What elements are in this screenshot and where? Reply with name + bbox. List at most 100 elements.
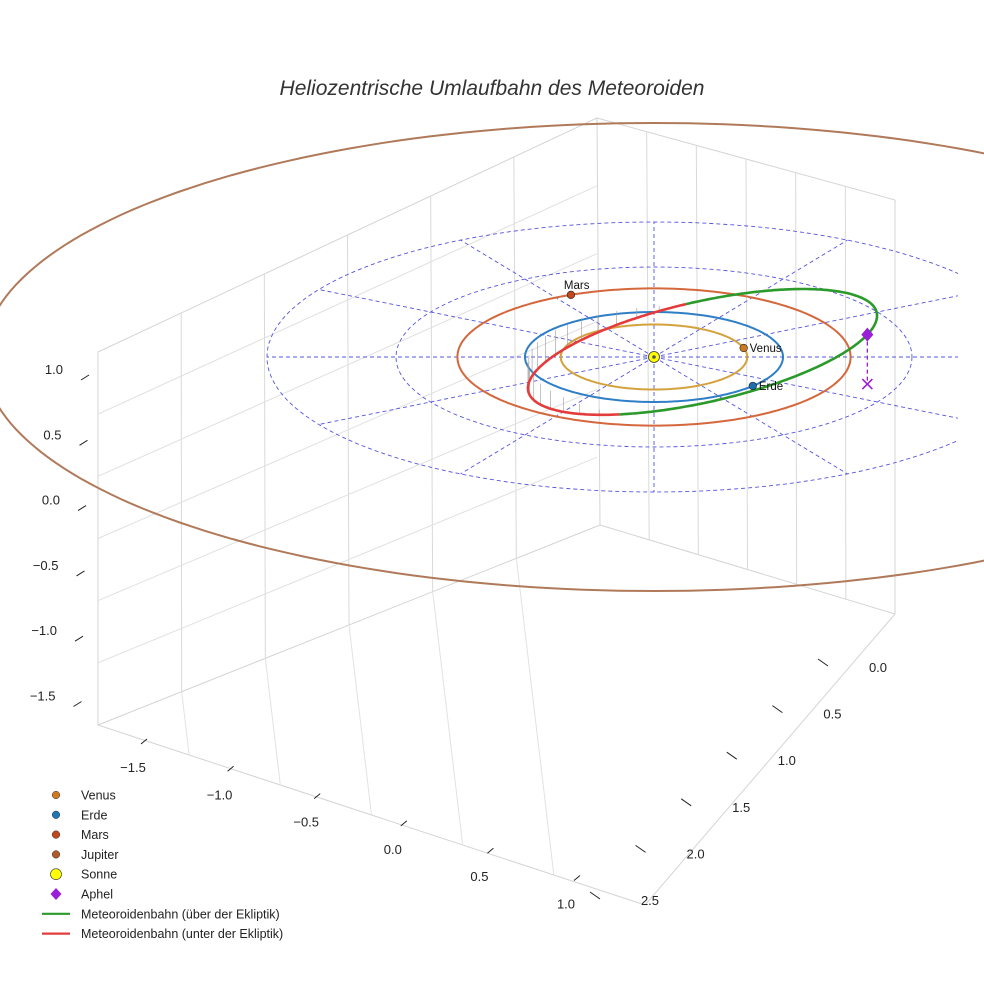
box-grid-line xyxy=(795,172,798,585)
legend-marker xyxy=(50,868,62,881)
legend-label: Venus xyxy=(81,789,116,803)
orbit-erde xyxy=(524,311,784,403)
x-tick-label: −1.5 xyxy=(120,760,146,775)
x-tick-mark xyxy=(227,765,234,772)
y-tick-mark xyxy=(635,844,646,853)
ecliptic-spoke xyxy=(653,295,958,358)
legend: Venus Erde Mars Jupiter Sonne Aphel Meteoroide… xyxy=(42,789,283,941)
label-mars: Mars xyxy=(564,280,590,292)
x-tick-mark xyxy=(140,738,148,745)
y-tick-label: 2.5 xyxy=(641,893,659,908)
box-grid-line xyxy=(97,253,598,477)
z-tick-label: −1.0 xyxy=(31,623,57,638)
y-tick-mark xyxy=(772,705,783,714)
meteoroid-orbit-below xyxy=(536,302,687,371)
planet-orbits xyxy=(0,121,984,593)
ecliptic-spoke xyxy=(460,239,655,358)
legend-marker xyxy=(51,810,61,819)
z-tick-label: 0.0 xyxy=(42,493,60,508)
legend-label: Sonne xyxy=(81,868,117,882)
ecliptic-spoke xyxy=(653,239,848,358)
box-grid-line xyxy=(844,186,847,600)
x-tick-label: 1.0 xyxy=(557,897,575,912)
orbit-venus xyxy=(559,323,749,391)
legend-label: Meteoroidenbahn (über der Ekliptik) xyxy=(81,907,280,921)
ecliptic-grid xyxy=(266,221,958,493)
x-tick-mark xyxy=(573,875,581,881)
z-tick-mark xyxy=(80,374,90,381)
legend-marker xyxy=(51,830,61,839)
label-erde: Erde xyxy=(759,381,783,393)
ecliptic-spoke xyxy=(653,356,848,475)
legend-label: Erde xyxy=(81,808,107,822)
box-grid-line xyxy=(515,558,555,876)
legend-label: Jupiter xyxy=(81,848,119,862)
ecliptic-spoke xyxy=(460,356,655,475)
meteoroid-orbit-below xyxy=(526,368,620,417)
y-tick-mark xyxy=(726,751,738,760)
z-tick-label: 1.0 xyxy=(45,362,63,377)
meteoroid-projection-stems xyxy=(527,305,660,415)
box-grid-line xyxy=(97,388,598,602)
box-grid-line xyxy=(97,185,598,415)
y-tick-mark xyxy=(589,891,601,900)
axes-box xyxy=(97,117,896,906)
label-venus: Venus xyxy=(750,343,782,355)
legend-label: Meteoroidenbahn (unter der Ekliptik) xyxy=(81,927,283,941)
x-tick-label: 0.0 xyxy=(384,842,402,857)
legend-marker xyxy=(51,850,61,859)
box-grid-line xyxy=(745,158,748,570)
ecliptic-spoke xyxy=(653,356,958,419)
chart-title: Heliozentrische Umlaufbahn des Meteoroid… xyxy=(280,77,705,100)
orbit-mars xyxy=(456,287,852,427)
box-grid-line xyxy=(646,131,650,540)
z-tick-mark xyxy=(77,505,87,512)
x-tick-mark xyxy=(313,793,321,799)
box-edge xyxy=(644,613,896,906)
z-tick-label: 0.5 xyxy=(43,427,61,442)
ecliptic-spoke xyxy=(318,356,655,425)
z-tick-label: −0.5 xyxy=(33,558,59,573)
y-tick-mark xyxy=(817,658,829,667)
ecliptic-spoke xyxy=(318,289,655,358)
box-grid-line xyxy=(432,591,464,846)
y-tick-mark xyxy=(680,798,692,807)
legend-label: Aphel xyxy=(81,888,113,902)
z-tick-mark xyxy=(79,439,88,446)
box-grid-line xyxy=(97,321,598,539)
y-tick-label: 0.5 xyxy=(823,707,841,722)
aphel-diamond xyxy=(861,327,874,342)
z-tick-label: −1.5 xyxy=(30,689,56,704)
meteoroid-orbit-above xyxy=(619,287,879,416)
box-grid-line xyxy=(181,691,190,756)
legend-marker xyxy=(50,888,62,900)
x-tick-label: −1.0 xyxy=(207,787,233,802)
marker-mars xyxy=(566,290,576,299)
x-tick-mark xyxy=(487,847,494,854)
axis-ticks: 1.0 0.5 0.0 −0.5 −1.0 −1.5 −1.5 −1.0 −0.5 0.0 0.5 1… xyxy=(30,362,887,912)
box-grid-line xyxy=(264,658,281,786)
marker-venus xyxy=(739,343,748,353)
box-grid-line xyxy=(348,624,372,816)
legend-label: Mars xyxy=(81,828,109,842)
body-markers: Venus Erde Mars xyxy=(564,280,874,393)
box-grid-line xyxy=(695,145,699,555)
x-tick-mark xyxy=(400,820,408,827)
legend-marker xyxy=(51,790,61,800)
y-tick-label: 2.0 xyxy=(687,846,705,861)
marker-erde xyxy=(748,381,757,391)
y-tick-label: 1.0 xyxy=(778,753,796,768)
z-tick-mark xyxy=(74,635,84,642)
y-tick-label: 1.5 xyxy=(732,800,750,815)
box-edge xyxy=(596,117,601,526)
x-tick-label: −0.5 xyxy=(293,815,319,830)
z-tick-mark xyxy=(73,701,82,707)
meteoroid-orbit xyxy=(526,287,879,417)
y-tick-label: 0.0 xyxy=(869,660,887,675)
sun-core xyxy=(652,355,656,359)
x-tick-label: 0.5 xyxy=(470,869,488,884)
z-tick-mark xyxy=(76,570,85,577)
aphel-ground-cross xyxy=(861,378,873,390)
box-grid-line xyxy=(97,456,598,664)
